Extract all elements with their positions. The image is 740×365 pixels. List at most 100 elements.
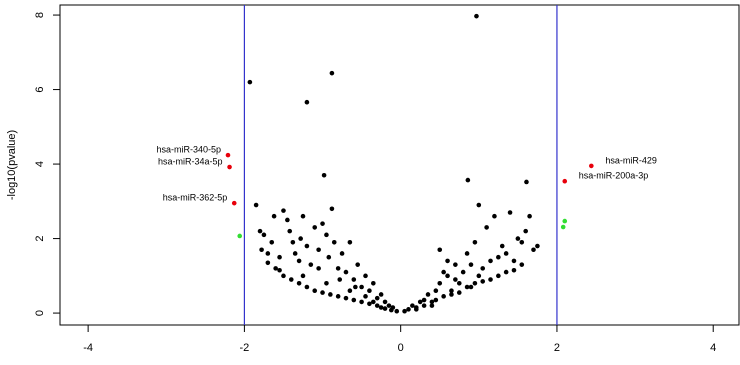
point [273, 266, 278, 271]
point [449, 288, 454, 294]
point [321, 172, 327, 178]
point [445, 273, 450, 279]
point [465, 177, 471, 183]
y-tick-label: 0 [34, 310, 46, 316]
point [472, 280, 478, 286]
point [394, 308, 400, 314]
point [331, 239, 337, 245]
point [378, 292, 384, 297]
point [329, 206, 335, 212]
point [257, 228, 263, 234]
point [225, 152, 231, 158]
point [511, 267, 517, 273]
point [312, 225, 318, 230]
point [359, 284, 364, 290]
point [261, 232, 267, 238]
point [324, 232, 329, 238]
point [499, 243, 505, 249]
point [308, 262, 314, 267]
point [382, 306, 388, 311]
point [523, 228, 528, 234]
point [437, 280, 443, 286]
point [562, 218, 568, 224]
point [285, 217, 290, 223]
point [429, 299, 435, 305]
point [421, 297, 427, 303]
point-label: hsa-miR-362-5p [163, 193, 228, 203]
point [320, 221, 325, 226]
point [347, 239, 353, 245]
y-axis-label: -log10(pvalue) [6, 130, 18, 200]
point [453, 277, 458, 282]
point [326, 254, 332, 260]
point [503, 251, 509, 256]
point [367, 301, 372, 307]
x-tick-label: -2 [240, 342, 250, 354]
point [503, 269, 509, 275]
point [277, 254, 282, 260]
point [472, 239, 478, 245]
point [453, 262, 458, 267]
point [441, 269, 446, 275]
point [329, 70, 335, 76]
point [367, 288, 372, 294]
point [328, 292, 333, 297]
point [312, 288, 318, 294]
point [406, 307, 411, 312]
point [337, 277, 343, 282]
point [441, 294, 446, 299]
point [433, 288, 439, 294]
point [347, 288, 353, 294]
point [265, 260, 271, 266]
point [488, 277, 493, 282]
point [527, 213, 532, 219]
point [515, 236, 521, 241]
point [519, 239, 525, 245]
point [386, 303, 392, 308]
point [560, 224, 566, 230]
point [371, 280, 376, 286]
point [468, 262, 474, 267]
point [378, 305, 384, 310]
point [287, 228, 293, 234]
point [449, 292, 454, 297]
point [320, 290, 325, 295]
point [421, 303, 427, 308]
point-label: hsa-miR-429 [605, 155, 657, 165]
point [316, 266, 321, 271]
point [304, 99, 310, 105]
point [227, 164, 232, 170]
point [339, 251, 345, 256]
point-label: hsa-miR-340-5p [156, 145, 221, 155]
point [468, 284, 474, 290]
point [429, 303, 435, 308]
point [265, 251, 271, 256]
point [413, 307, 419, 312]
point [374, 295, 380, 301]
point [410, 303, 415, 308]
point [474, 13, 479, 19]
point [519, 262, 525, 267]
point [476, 273, 482, 279]
point [247, 79, 253, 85]
point [324, 280, 329, 286]
point [480, 279, 486, 284]
point [476, 202, 482, 208]
x-tick-label: 4 [710, 342, 716, 354]
point [277, 267, 282, 273]
point [363, 273, 368, 279]
point [292, 251, 298, 256]
point [271, 213, 277, 219]
point [296, 280, 302, 286]
point [253, 202, 259, 208]
point [531, 247, 536, 253]
x-tick-label: -4 [83, 342, 93, 354]
point [335, 294, 341, 299]
point [259, 247, 264, 253]
point-label: hsa-miR-200a-3p [579, 171, 649, 181]
point [492, 213, 497, 219]
point [511, 258, 517, 264]
point [300, 273, 306, 279]
point [371, 299, 376, 305]
